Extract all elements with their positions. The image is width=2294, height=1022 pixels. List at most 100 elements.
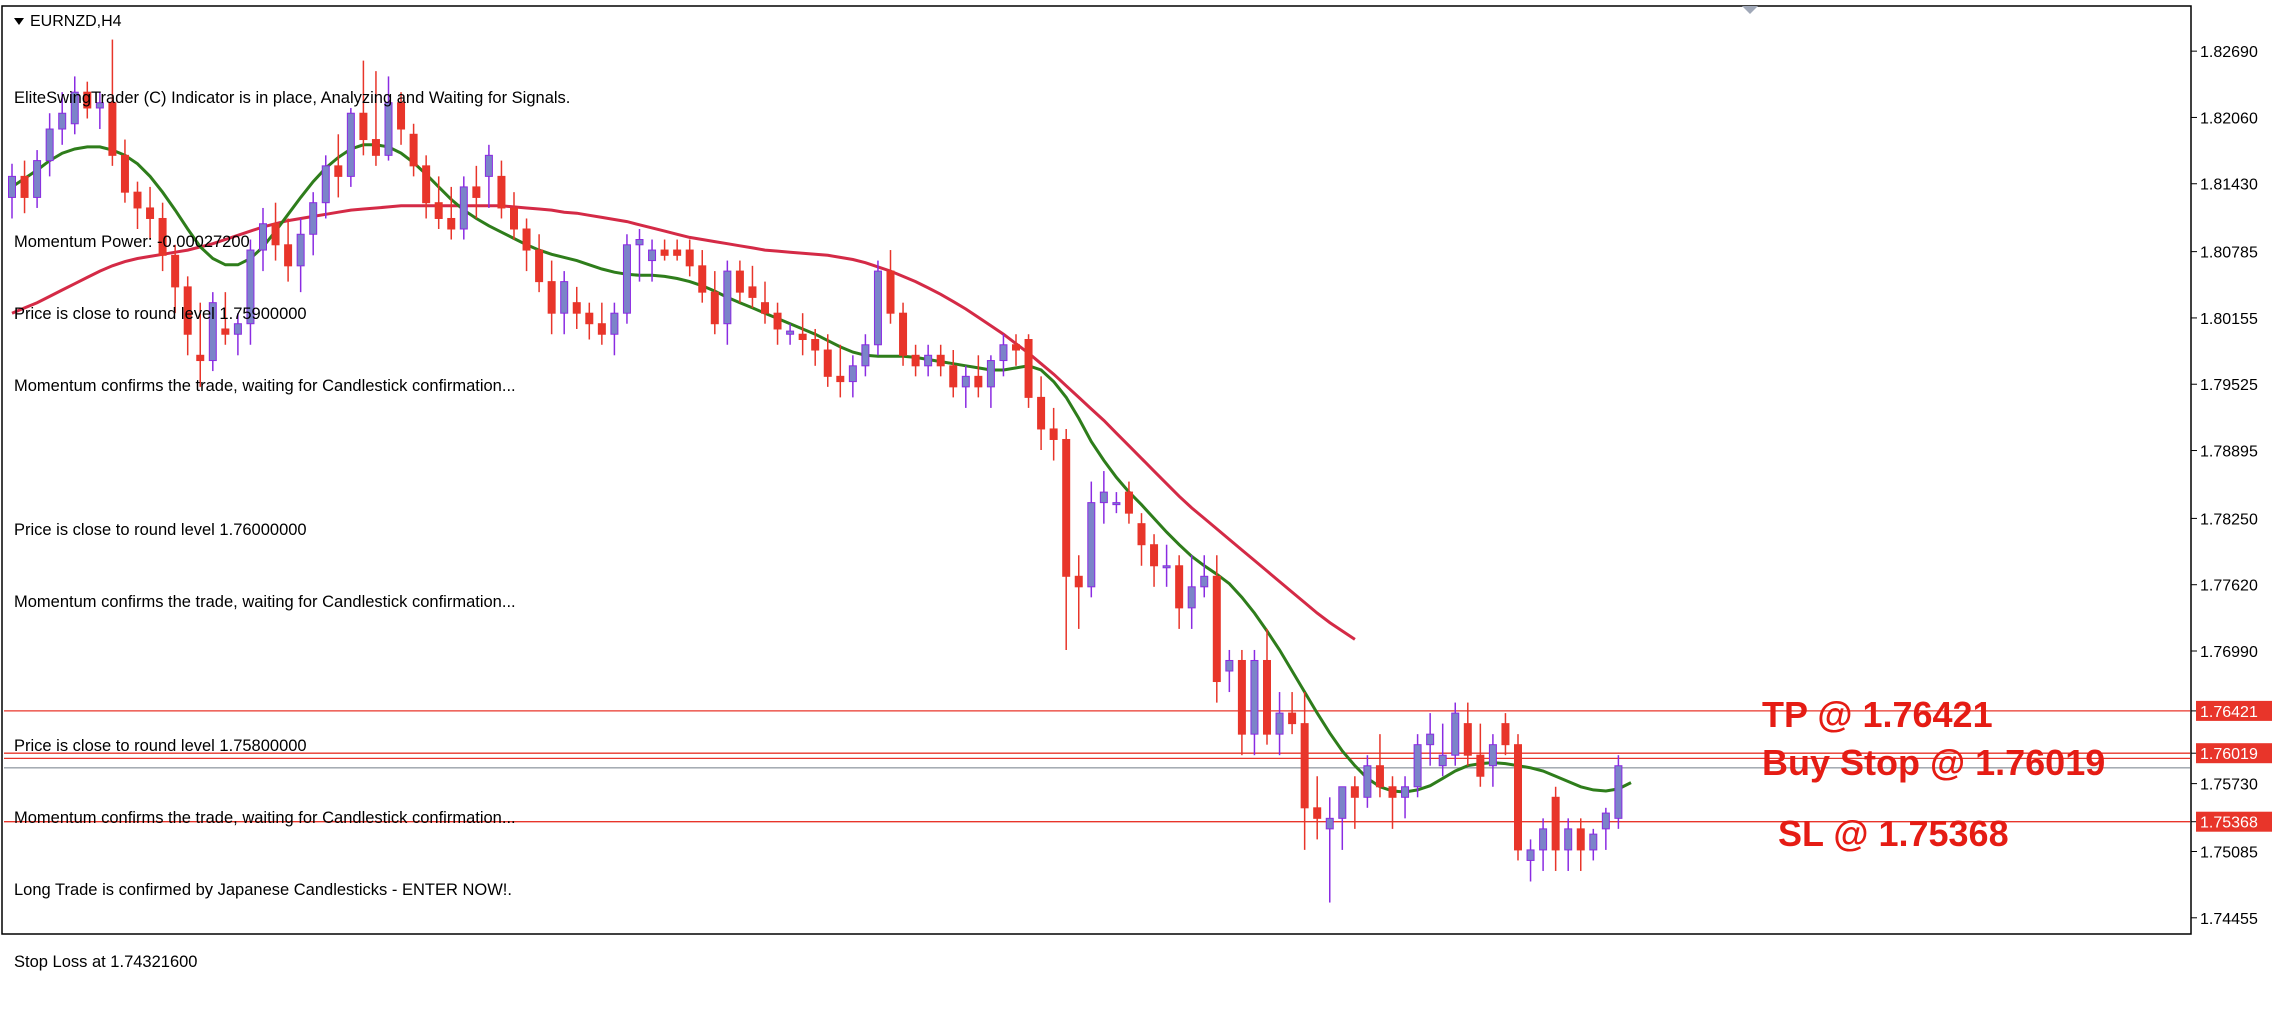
- candle: [522, 218, 531, 272]
- candle-body: [1087, 502, 1096, 588]
- candle-body: [710, 291, 719, 325]
- candle-body: [1451, 712, 1460, 756]
- candle-body: [359, 112, 368, 141]
- candle: [1614, 755, 1623, 829]
- candle-body: [1514, 744, 1522, 851]
- candle: [183, 276, 192, 356]
- candle-body: [8, 175, 16, 198]
- candle: [1049, 407, 1058, 461]
- candle-body: [409, 133, 418, 167]
- candle-body: [1488, 744, 1497, 767]
- candle: [359, 60, 368, 156]
- candle: [673, 239, 682, 261]
- candle: [1476, 723, 1485, 787]
- candle-body: [610, 312, 619, 335]
- axis-price-label: 1.76421: [2200, 704, 2258, 721]
- candle: [246, 239, 255, 345]
- candle: [1150, 534, 1159, 587]
- info-line: [14, 662, 570, 686]
- info-line: [14, 446, 570, 470]
- candle-body: [1388, 786, 1397, 798]
- candle: [484, 144, 493, 208]
- candle-body: [861, 344, 870, 367]
- candle: [1501, 713, 1510, 756]
- candle: [1099, 471, 1108, 524]
- chart-window: 1.82690 1.82060 1.81430 1.80785 1.80155 1.795…: [0, 0, 2294, 971]
- candle-body: [698, 265, 707, 293]
- candle-body: [773, 312, 782, 330]
- candle-body: [1363, 765, 1372, 798]
- candle-body: [873, 270, 882, 346]
- candle: [1438, 723, 1447, 777]
- candle-body: [1438, 754, 1447, 767]
- candle-body: [597, 323, 606, 335]
- candle-body: [1401, 786, 1410, 798]
- candle-body: [1288, 712, 1297, 725]
- candle: [1200, 555, 1209, 598]
- candle: [1212, 555, 1221, 703]
- candle: [974, 355, 983, 398]
- axis-price-label: 1.74455: [2200, 911, 2258, 928]
- candle: [309, 192, 318, 256]
- info-line: Price is close to round level 1.76000000: [14, 521, 307, 539]
- info-line: Momentum Power: -0.00027200: [14, 233, 250, 251]
- candle: [748, 265, 757, 308]
- candle-body: [1150, 544, 1159, 567]
- candle: [1363, 755, 1372, 808]
- axis-price-label: 1.75730: [2200, 777, 2258, 794]
- candle: [1263, 628, 1271, 745]
- symbol-title[interactable]: EURNZD,H4: [14, 13, 122, 31]
- candle-body: [20, 175, 29, 198]
- candle-body: [497, 175, 506, 209]
- candle: [1087, 481, 1096, 598]
- candle: [447, 186, 456, 240]
- candle-body: [1526, 849, 1535, 861]
- candle: [1338, 786, 1347, 850]
- candle: [371, 71, 380, 166]
- candle-body: [259, 223, 267, 251]
- candle: [1225, 649, 1234, 693]
- candle: [221, 292, 230, 345]
- price-level-badge: [2196, 811, 2272, 832]
- candle-body: [1200, 575, 1209, 588]
- candle: [70, 76, 79, 135]
- axis-price-label: 1.77620: [2200, 578, 2258, 595]
- candle-body: [1300, 723, 1309, 809]
- candle-body: [334, 165, 343, 177]
- candle-body: [1074, 575, 1083, 588]
- axis-price-label: 1.76019: [2200, 746, 2258, 763]
- candle: [83, 81, 92, 119]
- candle-body: [748, 286, 757, 298]
- candle-body: [635, 239, 644, 246]
- candle-body: [58, 112, 67, 130]
- candle-body: [585, 312, 594, 325]
- price-chart[interactable]: 1.82690 1.82060 1.81430 1.80785 1.80155 1.795…: [0, 0, 2294, 936]
- chart-shift-marker-icon[interactable]: [1742, 6, 1758, 14]
- candle-body: [472, 186, 481, 198]
- info-line: Long Trade is confirmed by Japanese Cand…: [14, 881, 512, 899]
- candle-body: [133, 191, 142, 209]
- candle: [911, 344, 920, 377]
- candle: [133, 181, 142, 230]
- candle: [108, 39, 117, 166]
- axis-price-label: 1.81430: [2200, 177, 2258, 194]
- axis-price-label: 1.76990: [2200, 644, 2258, 661]
- candle-body: [83, 91, 92, 109]
- candle: [685, 239, 694, 277]
- candle: [58, 92, 67, 145]
- candle: [208, 292, 217, 372]
- candle: [610, 302, 619, 356]
- candle-body: [685, 249, 694, 267]
- candle: [635, 229, 644, 282]
- candle: [1288, 692, 1297, 735]
- axis-price-label: 1.75368: [2200, 815, 2258, 832]
- candle-body: [547, 281, 556, 314]
- candle: [95, 92, 104, 130]
- candle: [986, 355, 995, 408]
- candle: [1074, 555, 1083, 629]
- candle-body: [1501, 723, 1510, 746]
- candle: [1601, 807, 1610, 850]
- axis-price-label: 1.80785: [2200, 245, 2258, 262]
- chevron-down-icon[interactable]: [14, 18, 24, 26]
- sl-label: SL @ 1.75368: [1778, 813, 2009, 854]
